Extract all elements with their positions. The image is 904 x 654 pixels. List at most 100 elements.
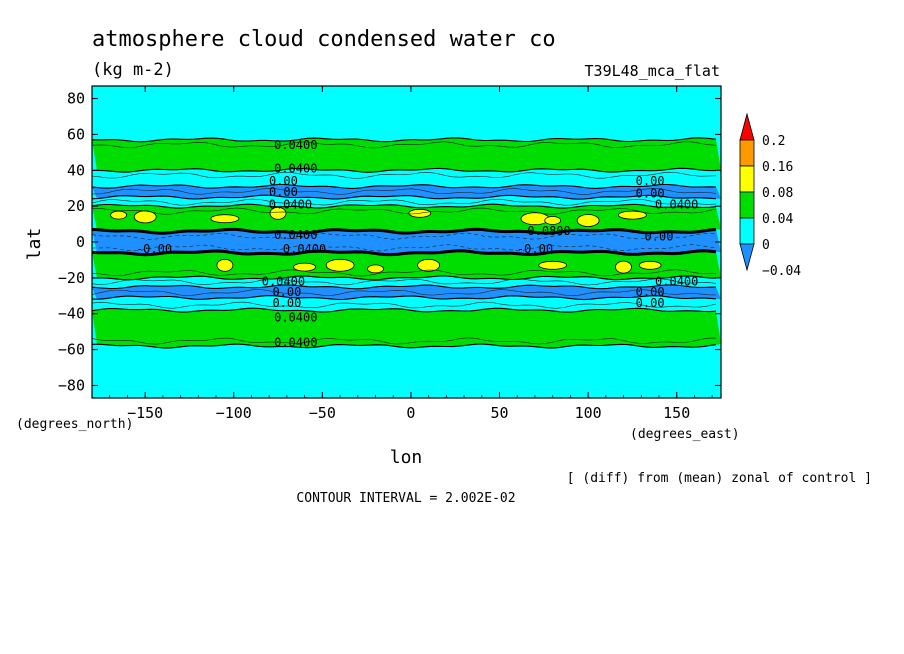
patch-0.08	[367, 264, 384, 274]
band-0	[92, 86, 721, 142]
y-units-label: (degrees_north)	[16, 417, 133, 432]
contour-label: 0.00	[636, 296, 665, 310]
contour-label: 0.0400	[274, 138, 317, 152]
x-units-label: (degrees_east)	[630, 427, 740, 442]
band-5	[92, 204, 721, 234]
contour-line-7	[92, 249, 717, 257]
contour-line-2	[92, 167, 716, 173]
y-tick-label: −20	[58, 269, 85, 287]
x-tick-label: −100	[216, 404, 252, 422]
colorbar: 0.2 0.16 0.08 0.04 0 −0.04	[739, 112, 801, 279]
contour-line-inner-10	[92, 289, 717, 297]
contour-line-1	[92, 137, 717, 143]
contour-line-inner-12	[92, 337, 717, 345]
contour-labels-layer: 0.04000.04000.000.000.04000.04000.0400-0…	[136, 138, 698, 349]
contour-line-5	[92, 203, 717, 209]
model-label: T39L48_mca_flat	[585, 62, 720, 80]
contour-label: 0.0400	[269, 197, 312, 211]
contour-label: 0.0400	[655, 197, 698, 211]
band-9	[92, 284, 721, 300]
y-tick-label: −60	[58, 341, 85, 359]
contour-label: 0.00	[636, 285, 665, 299]
patch-0.08	[520, 212, 550, 226]
x-tick-label: 150	[663, 404, 690, 422]
contour-label: -0.00	[517, 242, 553, 256]
contour-label: 0.00	[269, 185, 298, 199]
patch-0.08	[544, 216, 562, 225]
contour-label: 0.0400	[274, 335, 317, 349]
colorbar-label: 0	[762, 238, 770, 253]
contour-line-inner-11	[92, 301, 717, 309]
contour-label: 0.0800	[527, 224, 570, 238]
band-12	[92, 344, 721, 398]
y-axis-label: lat	[24, 228, 45, 261]
x-tick-label: −150	[127, 404, 163, 422]
band-1	[92, 137, 721, 173]
contour-label: 0.0400	[274, 162, 317, 176]
contour-label: 0.0400	[262, 274, 305, 288]
colorbar-label: 0.08	[762, 186, 793, 201]
contour-line-inner-5	[92, 207, 717, 215]
contour-interval: CONTOUR INTERVAL = 2.002E-02	[296, 491, 515, 506]
x-tick-label: −50	[309, 404, 336, 422]
patch-0.08	[638, 260, 662, 270]
contour-line-inner-3	[92, 187, 717, 195]
x-axis-label: lon	[390, 447, 423, 468]
colorbar-label: 0.04	[762, 212, 793, 227]
contour-line-inner-4	[92, 198, 717, 206]
band-11	[92, 308, 721, 348]
plot-area: 0.04000.04000.000.000.04000.04000.0400-0…	[92, 86, 721, 398]
contour-label: 0.00	[269, 174, 298, 188]
contour-line-11	[92, 307, 717, 313]
patch-0.08	[417, 258, 441, 272]
contour-label: 0.00	[636, 187, 665, 201]
diff-note: [ (diff) from (mean) zonal of control ]	[567, 471, 872, 486]
contour-line-4	[92, 194, 717, 200]
patch-0.08	[325, 258, 355, 272]
bands-layer	[92, 86, 721, 398]
band-6	[92, 229, 721, 255]
contour-line-8	[92, 275, 717, 281]
colorbar-label: 0.2	[762, 134, 785, 149]
colorbar-segment	[739, 139, 755, 167]
y-tick-label: −80	[58, 376, 85, 394]
contour-label: 0.00	[272, 296, 301, 310]
y-tick-label: 60	[67, 125, 85, 143]
patch-0.08	[216, 258, 234, 272]
contour-line-inner-2	[92, 171, 717, 179]
colorbar-segment	[739, 165, 755, 193]
contour-line-inner-8	[92, 269, 717, 277]
x-tick-label: 0	[406, 404, 415, 422]
contour-label: 0.0400	[283, 242, 326, 256]
y-tick-label: 80	[67, 90, 85, 108]
y-tick-label: −40	[58, 305, 85, 323]
y-tick-label: 20	[67, 197, 85, 215]
contour-lines-layer	[92, 137, 717, 349]
band-2	[92, 168, 721, 189]
patch-0.08	[210, 214, 240, 224]
colorbar-top-triangle	[739, 112, 755, 141]
patch-0.08	[615, 260, 632, 274]
contour-label: 0.0400	[274, 228, 317, 242]
contour-line-inner-9	[92, 278, 717, 286]
contour-label: -0.00	[136, 242, 172, 256]
colorbar-segment	[739, 217, 755, 245]
band-7	[92, 250, 721, 280]
colorbar-label: −0.04	[762, 264, 801, 279]
x-tick-label: 100	[575, 404, 602, 422]
contour-line-10	[92, 295, 717, 301]
contour-line-6	[92, 227, 717, 235]
contour-label: 0.00	[272, 285, 301, 299]
y-tick-label: 40	[67, 161, 85, 179]
patch-0.08	[618, 210, 647, 220]
colorbar-bottom-triangle	[739, 243, 755, 272]
patch-0.08	[110, 210, 127, 220]
contour-line-12	[92, 343, 717, 349]
y-tick-label: 0	[76, 233, 85, 251]
contour-line-3	[92, 183, 717, 189]
contour-label: 0.00	[636, 174, 665, 188]
y-ticks: 80 60 40 20 0 −20 −40 −60 −80	[58, 90, 721, 394]
x-ticks: −150 −100 −50 0 50 100 150	[109, 86, 713, 422]
colorbar-label: 0.16	[762, 160, 793, 175]
